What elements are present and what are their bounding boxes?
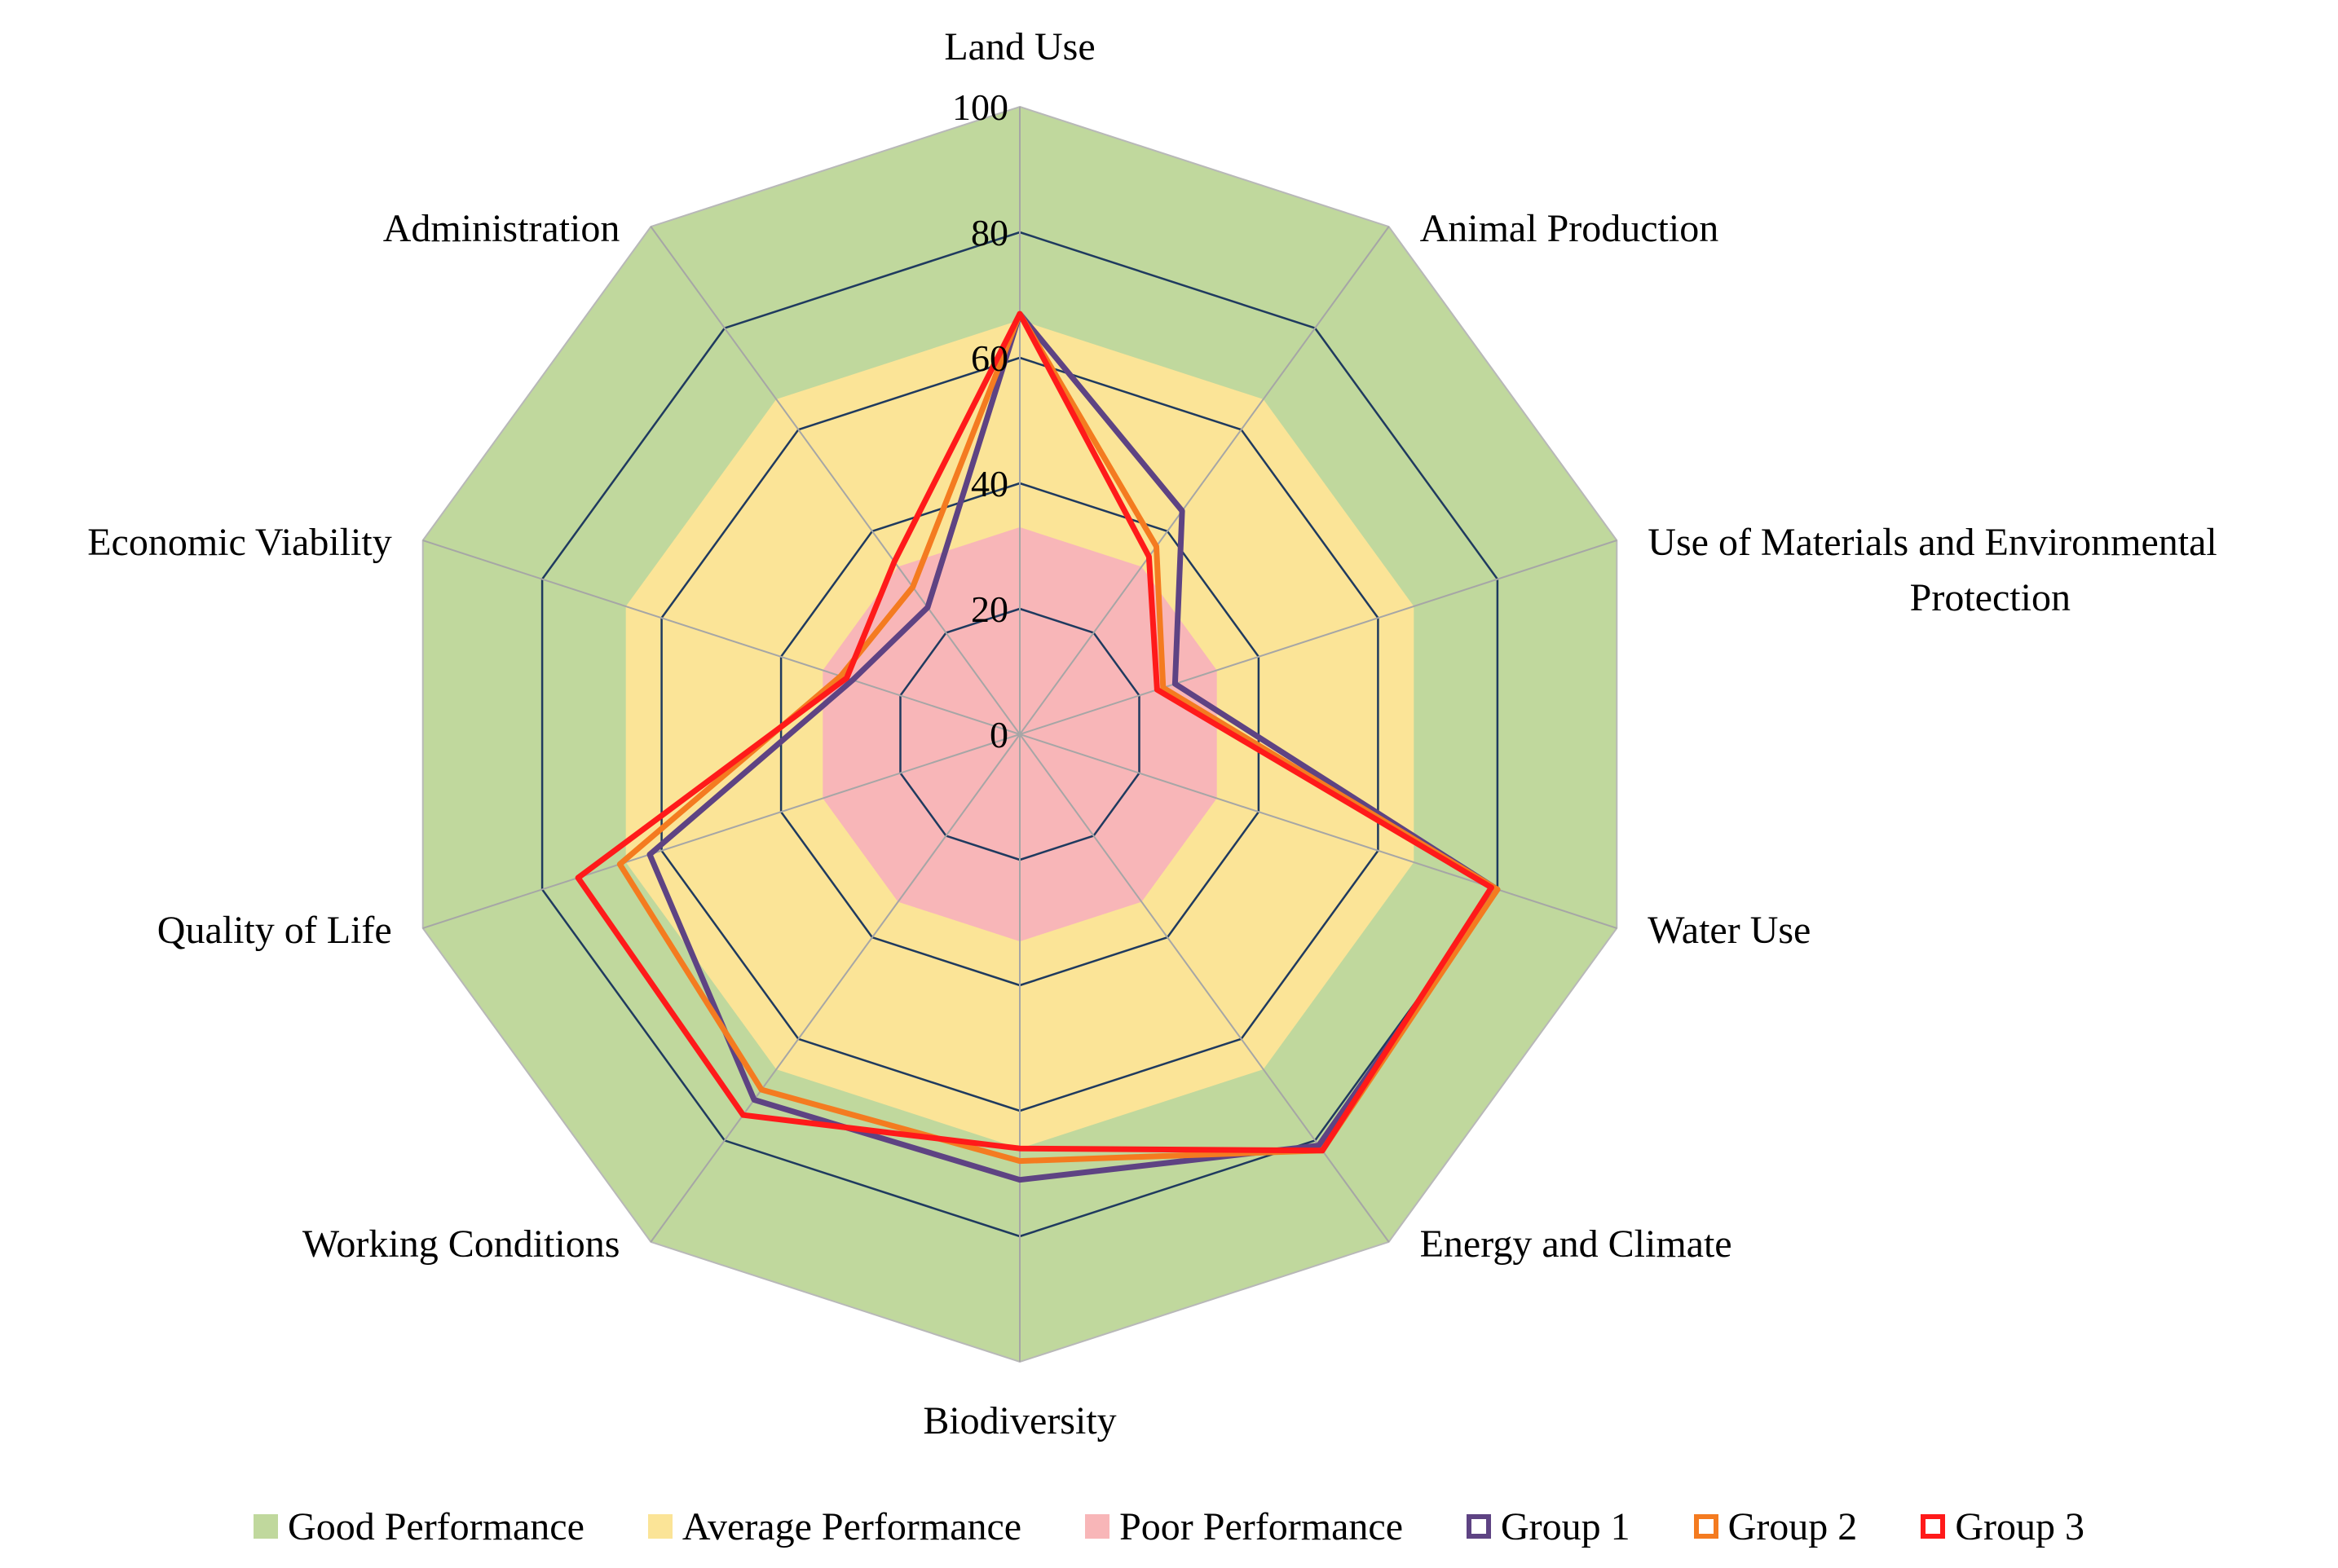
series-group-3	[575, 311, 1494, 1154]
spoke-use-of-materials-and-environmental-protection	[1019, 540, 1617, 735]
axis-label-biodiversity: Biodiversity	[923, 1399, 1116, 1442]
series-layer	[575, 311, 1501, 1183]
legend-swatch-group-1	[1467, 1514, 1491, 1539]
legend-swatch-group-3	[1921, 1514, 1946, 1539]
axis-label-line: Animal Production	[1420, 207, 1719, 250]
spoke-energy-and-climate	[1019, 733, 1390, 1243]
series-group-2	[616, 311, 1501, 1165]
spoke-animal-production	[1019, 226, 1390, 735]
tick-label-100: 100	[952, 86, 1008, 128]
spoke-water-use	[1019, 733, 1617, 929]
axis-labels: Land Use Animal Production Use of Material…	[87, 25, 2217, 1442]
axis-label-water-use: Water Use	[1648, 909, 1811, 952]
legend-label-group-1: Group 1	[1501, 1504, 1630, 1548]
axis-label-line: Biodiversity	[923, 1399, 1116, 1442]
axis-label-administration: Administration	[383, 207, 620, 250]
tick-label-40: 40	[971, 463, 1008, 504]
tick-label-80: 80	[971, 212, 1008, 253]
axis-label-quality-of-life: Quality of Life	[157, 909, 392, 952]
axis-label-economic-viability: Economic Viability	[87, 521, 392, 564]
axis-label-energy-and-climate: Energy and Climate	[1420, 1222, 1732, 1266]
axis-label-line: Water Use	[1648, 909, 1811, 952]
axis-label-line: Land Use	[944, 25, 1095, 68]
spoke-quality-of-life	[422, 733, 1021, 929]
axis-label-line: Quality of Life	[157, 909, 392, 952]
legend-swatch-good	[254, 1514, 279, 1539]
tick-labels: 0 20 40 60 80 100	[952, 86, 1008, 755]
axis-label-animal-production: Animal Production	[1420, 207, 1719, 250]
legend-swatch-poor	[1085, 1514, 1110, 1539]
axis-label-line: Energy and Climate	[1420, 1222, 1732, 1266]
axis-label-line: Working Conditions	[302, 1222, 620, 1266]
tick-label-60: 60	[971, 337, 1008, 379]
legend-item-good: Good Performance	[254, 1504, 584, 1549]
axis-label-line: Use of Materials and Environmental	[1648, 521, 2217, 564]
legend-swatch-average	[647, 1514, 673, 1539]
legend-item-group-3: Group 3	[1921, 1504, 2084, 1549]
legend-item-poor: Poor Performance	[1085, 1504, 1403, 1549]
axis-label-land-use: Land Use	[944, 25, 1095, 68]
legend-swatch-group-2	[1693, 1514, 1718, 1539]
axis-label-working-conditions: Working Conditions	[302, 1222, 620, 1266]
spoke-administration	[650, 226, 1021, 735]
legend: Good Performance Average Performance Poo…	[0, 1498, 2338, 1555]
legend-item-group-1: Group 1	[1467, 1504, 1630, 1549]
legend-label-average: Average Performance	[682, 1504, 1022, 1548]
legend-label-poor: Poor Performance	[1119, 1504, 1403, 1548]
legend-item-average: Average Performance	[647, 1504, 1022, 1549]
radar-spokes	[422, 107, 1617, 1362]
legend-label-group-2: Group 2	[1727, 1504, 1858, 1548]
spoke-economic-viability	[422, 540, 1021, 735]
spoke-working-conditions	[650, 733, 1021, 1243]
axis-label-use-of-materials-and-environmental-protection: Use of Materials and Environmental Protec…	[1648, 521, 2217, 619]
tick-label-0: 0	[990, 714, 1008, 755]
series-group-1	[646, 311, 1501, 1183]
axis-label-line: Economic Viability	[87, 521, 392, 564]
legend-item-group-2: Group 2	[1693, 1504, 1858, 1549]
legend-label-good: Good Performance	[288, 1504, 584, 1548]
tick-label-20: 20	[971, 588, 1008, 630]
axis-label-line: Protection	[1910, 576, 2071, 619]
legend-label-group-3: Group 3	[1955, 1504, 2084, 1548]
axis-label-line: Administration	[383, 207, 620, 250]
